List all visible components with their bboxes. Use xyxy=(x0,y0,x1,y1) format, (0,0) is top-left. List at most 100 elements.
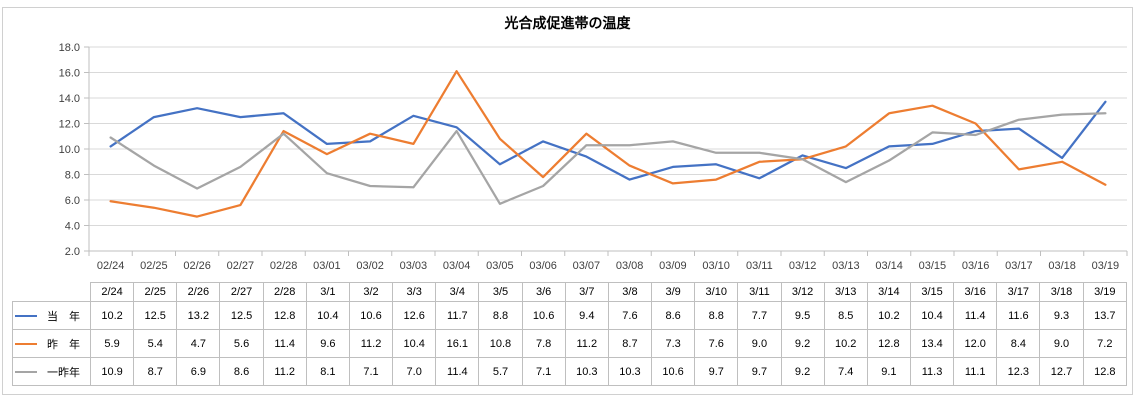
value-cell: 9.5 xyxy=(780,301,825,330)
x-axis-label: 03/15 xyxy=(919,260,947,272)
table-row: 昨 年 5.9 5.4 4.7 5.6 11.4 9.6 11.2 10.4 16.1 10.8 7.… xyxy=(12,329,1128,358)
y-axis-label: 16.0 xyxy=(59,68,80,80)
value-cell: 7.3 xyxy=(651,329,696,358)
value-cell: 12.8 xyxy=(866,329,911,358)
date-header-cell: 3/18 xyxy=(1039,282,1084,302)
value-cell: 8.8 xyxy=(478,301,523,330)
value-cell: 8.6 xyxy=(651,301,696,330)
date-header-cell: 3/4 xyxy=(435,282,480,302)
legend-line-swatch xyxy=(15,342,37,345)
value-cell: 5.9 xyxy=(89,329,135,358)
legend-line-swatch xyxy=(15,314,37,317)
value-cell: 10.4 xyxy=(305,301,350,330)
value-cell: 10.6 xyxy=(651,357,696,386)
date-header-cell: 2/25 xyxy=(133,282,178,302)
value-cell: 11.2 xyxy=(564,329,609,358)
x-axis-label: 03/07 xyxy=(573,260,601,272)
y-axis-label: 6.0 xyxy=(65,195,80,207)
chart-title: 光合成促進帯の温度 xyxy=(504,15,631,31)
date-header-cell: 3/13 xyxy=(823,282,868,302)
value-cell: 8.6 xyxy=(219,357,264,386)
value-cell: 11.4 xyxy=(953,301,998,330)
value-cell: 10.2 xyxy=(823,329,868,358)
table-corner-cell xyxy=(13,283,91,302)
table-header-row: 2/24 2/25 2/26 2/27 2/28 3/1 3/2 3/3 3/4 3/5 3/6 3/… xyxy=(13,282,1128,302)
value-cell: 7.1 xyxy=(348,357,394,386)
value-cell: 16.1 xyxy=(435,329,480,358)
x-axis-label: 03/12 xyxy=(789,260,817,272)
date-header-cell: 3/16 xyxy=(953,282,998,302)
value-cell: 12.7 xyxy=(1039,357,1084,386)
value-cell: 12.8 xyxy=(262,301,307,330)
value-cell: 10.6 xyxy=(348,301,394,330)
chart-data-table: 2/24 2/25 2/26 2/27 2/28 3/1 3/2 3/3 3/4 3/5 3/6 3/… xyxy=(12,282,1128,386)
value-cell: 5.6 xyxy=(219,329,264,358)
value-cell: 12.5 xyxy=(219,301,264,330)
x-axis-label: 03/17 xyxy=(1005,260,1033,272)
date-header-cell: 2/26 xyxy=(176,282,221,302)
value-cell: 9.2 xyxy=(780,357,825,386)
x-axis-label: 03/11 xyxy=(746,260,773,272)
value-cell: 13.7 xyxy=(1082,301,1128,330)
value-cell: 12.8 xyxy=(1082,357,1128,386)
value-cell: 7.7 xyxy=(737,301,782,330)
value-cell: 8.1 xyxy=(305,357,350,386)
value-cell: 11.4 xyxy=(435,357,480,386)
date-header-cell: 3/5 xyxy=(478,282,523,302)
series-line-0 xyxy=(109,100,1107,181)
date-header-cell: 3/19 xyxy=(1082,282,1128,302)
value-cell: 4.7 xyxy=(176,329,221,358)
value-cell: 8.5 xyxy=(823,301,868,330)
value-cell: 9.1 xyxy=(866,357,911,386)
series-line-1 xyxy=(109,70,1107,218)
y-axis-label: 2.0 xyxy=(65,246,80,258)
series-line-2 xyxy=(109,112,1107,205)
value-cell: 9.7 xyxy=(694,357,739,386)
chart-frame[interactable] xyxy=(2,7,1133,395)
y-axis-label: 18.0 xyxy=(59,42,80,54)
date-header-cell: 3/7 xyxy=(564,282,609,302)
value-cell: 7.0 xyxy=(392,357,437,386)
x-axis-label: 03/13 xyxy=(832,260,860,272)
value-cell: 7.1 xyxy=(521,357,566,386)
x-axis-label: 03/18 xyxy=(1048,260,1076,272)
date-header-cell: 3/9 xyxy=(651,282,696,302)
x-axis-label: 02/28 xyxy=(270,260,298,272)
value-cell: 12.3 xyxy=(996,357,1041,386)
value-cell: 11.2 xyxy=(262,357,307,386)
value-cell: 10.3 xyxy=(564,357,609,386)
x-axis-label: 03/19 xyxy=(1092,260,1120,272)
value-cell: 9.6 xyxy=(305,329,350,358)
value-cell: 10.4 xyxy=(392,329,437,358)
value-cell: 5.7 xyxy=(478,357,523,386)
value-cell: 9.0 xyxy=(1039,329,1084,358)
x-axis-labels: 02/24 02/25 02/26 02/27 02/28 03/01 03/02 03/03… xyxy=(97,260,1119,272)
value-cell: 11.1 xyxy=(953,357,998,386)
date-header-cell: 3/3 xyxy=(392,282,437,302)
value-cell: 10.2 xyxy=(89,301,135,330)
y-axis-label: 14.0 xyxy=(59,93,80,105)
value-cell: 9.3 xyxy=(1039,301,1084,330)
series-label-cell: 昨 年 xyxy=(12,329,91,358)
date-header-cell: 3/17 xyxy=(996,282,1041,302)
value-cell: 11.3 xyxy=(909,357,955,386)
value-cell: 7.4 xyxy=(823,357,868,386)
x-axis-label: 03/10 xyxy=(702,260,730,272)
date-header-cell: 3/15 xyxy=(909,282,955,302)
value-cell: 11.4 xyxy=(262,329,307,358)
value-cell: 10.8 xyxy=(478,329,523,358)
y-axis-label: 4.0 xyxy=(65,221,80,233)
value-cell: 8.7 xyxy=(133,357,178,386)
x-axis-label: 03/06 xyxy=(529,260,557,272)
x-axis-label: 03/16 xyxy=(962,260,990,272)
date-header-cell: 3/14 xyxy=(866,282,911,302)
date-header-cell: 3/6 xyxy=(521,282,566,302)
value-cell: 11.7 xyxy=(435,301,480,330)
value-cell: 8.7 xyxy=(607,329,653,358)
value-cell: 11.2 xyxy=(348,329,394,358)
date-header-cell: 3/11 xyxy=(737,282,782,302)
value-cell: 7.6 xyxy=(607,301,653,330)
date-header-cell: 3/1 xyxy=(305,282,350,302)
x-axis-label: 02/26 xyxy=(183,260,211,272)
